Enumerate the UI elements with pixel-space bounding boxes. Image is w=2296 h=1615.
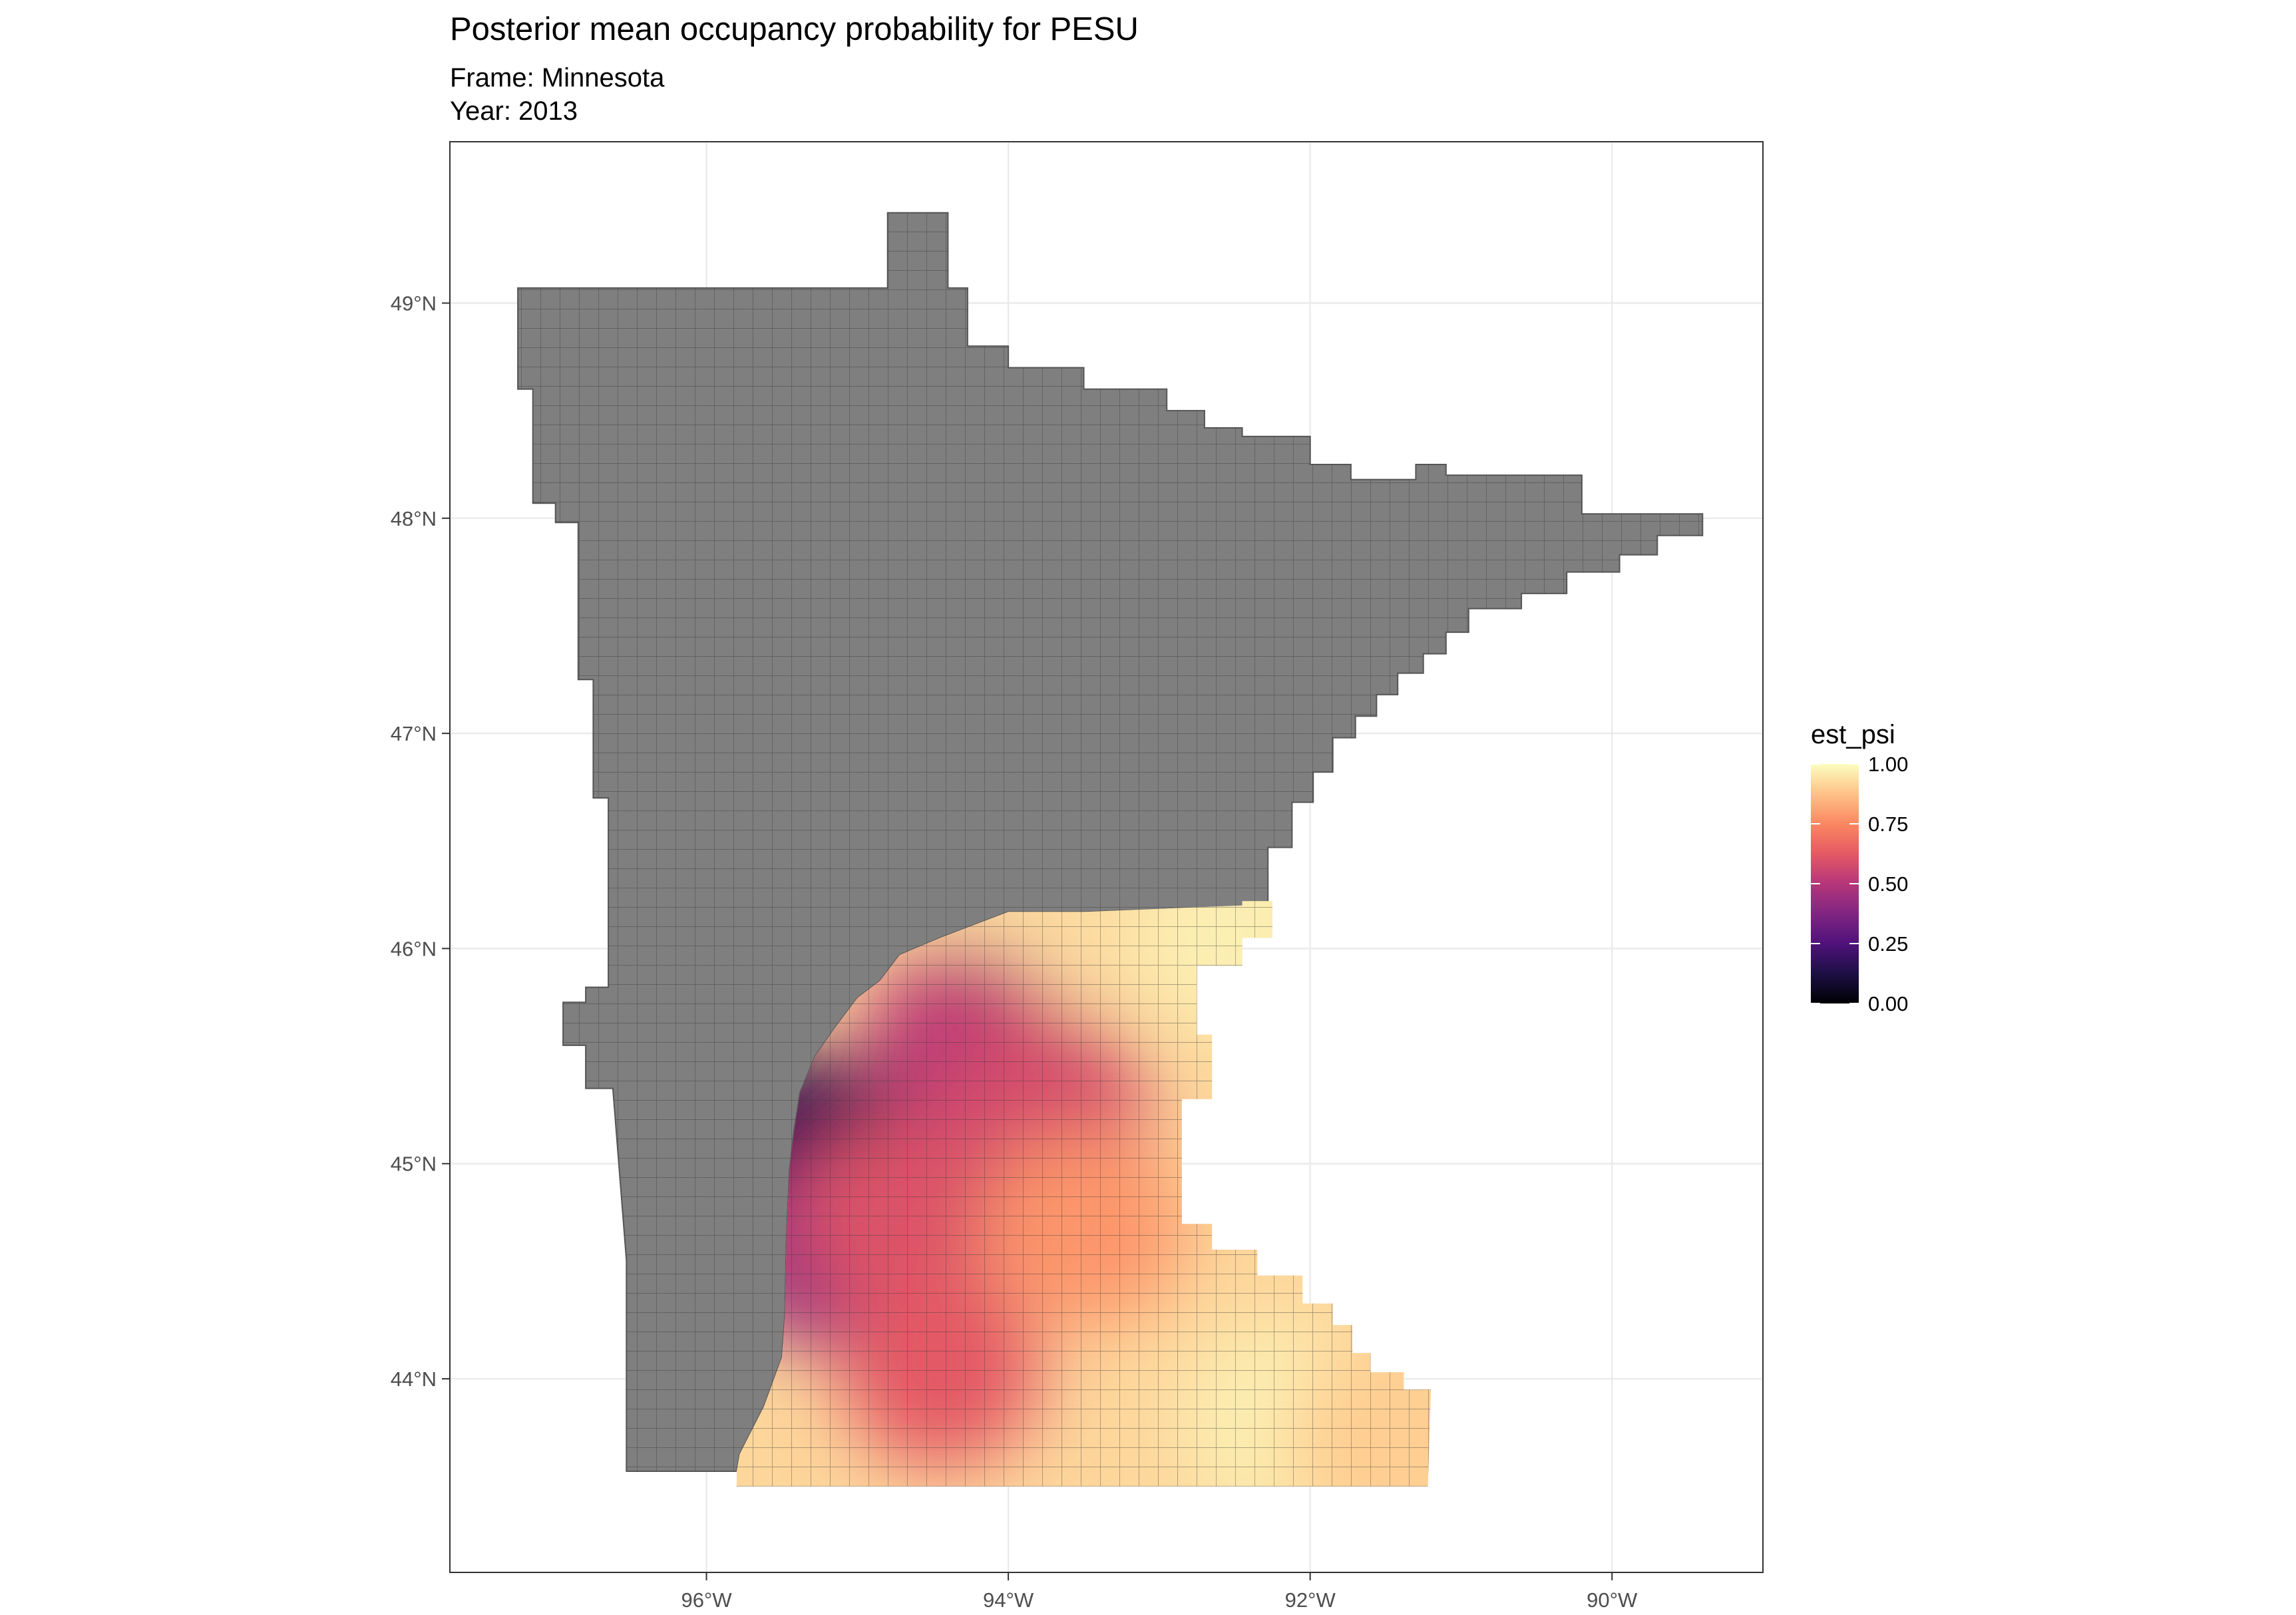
x-tick-label: 96°W: [681, 1588, 732, 1612]
y-tick-label: 44°N: [391, 1367, 437, 1391]
legend-tick-label: 1.00: [1868, 753, 1908, 776]
legend-tick-label: 0.75: [1868, 812, 1908, 836]
x-tick-label: 90°W: [1587, 1588, 1638, 1612]
legend-tick-label: 0.25: [1868, 932, 1908, 956]
panel-border: [449, 141, 1764, 1573]
legend: est_psi 1.00 0.75 0.50 0.25 0.00: [1811, 720, 1908, 1015]
y-tick-label: 47°N: [391, 722, 437, 745]
chart-subtitle-frame: Frame: Minnesota: [450, 63, 665, 92]
y-tick-label: 49°N: [391, 291, 437, 315]
chart-subtitle-year: Year: 2013: [450, 96, 578, 126]
legend-tick-label: 0.50: [1868, 872, 1908, 896]
legend-title: est_psi: [1811, 720, 1895, 749]
y-axis: 44°N 45°N 46°N 47°N 48°N 49°N: [391, 291, 450, 1391]
y-tick-label: 48°N: [391, 507, 437, 530]
x-tick-label: 92°W: [1285, 1588, 1336, 1612]
legend-tick-label: 0.00: [1868, 992, 1908, 1015]
y-tick-label: 46°N: [391, 937, 437, 960]
x-axis: 96°W 94°W 92°W 90°W: [681, 1572, 1638, 1612]
x-tick-label: 94°W: [983, 1588, 1034, 1612]
chart-title: Posterior mean occupancy probability for…: [450, 11, 1139, 47]
y-tick-label: 45°N: [391, 1153, 437, 1176]
